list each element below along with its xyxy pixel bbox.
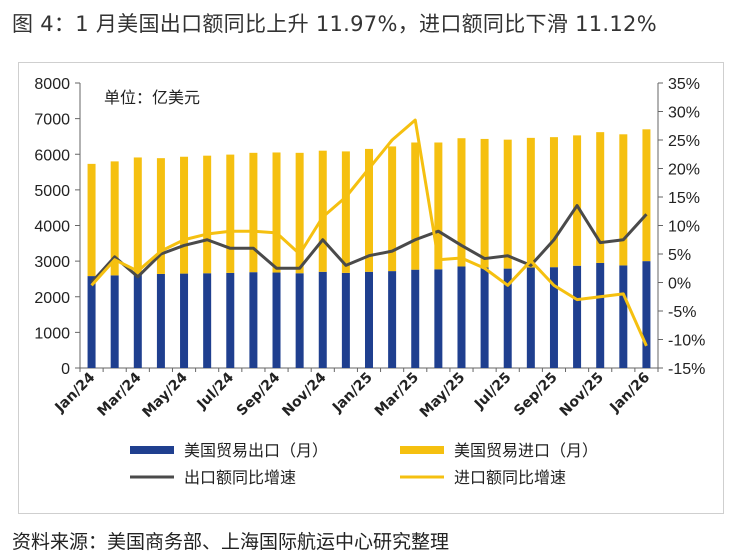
- import-bar: [226, 154, 235, 273]
- import-bar: [318, 150, 327, 272]
- import-bar: [295, 152, 304, 274]
- legend-label: 美国贸易进口（月）: [454, 441, 598, 460]
- left-tick-label: 2000: [34, 290, 70, 307]
- import-bar: [87, 163, 96, 277]
- export-bar: [388, 271, 397, 368]
- x-tick-label: Jan/26: [606, 370, 653, 417]
- legend-label: 进口额同比增速: [454, 468, 566, 487]
- export-bar: [110, 275, 119, 368]
- import-bar: [156, 158, 165, 274]
- x-tick-label: Jul/25: [471, 370, 515, 414]
- right-tick-label: -15%: [668, 361, 705, 378]
- export-bar: [341, 272, 350, 368]
- right-tick-label: 5%: [668, 247, 691, 264]
- export-bar: [203, 273, 212, 368]
- export-bar: [295, 273, 304, 368]
- right-tick-label: 25%: [668, 133, 700, 150]
- import-bar: [341, 151, 350, 273]
- import-bar: [411, 142, 420, 270]
- export-bar: [272, 272, 281, 368]
- import-bar: [526, 137, 535, 268]
- x-tick-label: Mar/25: [372, 370, 422, 420]
- import-bar: [642, 129, 651, 262]
- left-tick-label: 5000: [34, 183, 70, 200]
- right-tick-label: -5%: [668, 304, 696, 321]
- import-bar: [457, 138, 466, 267]
- import-bar: [503, 139, 512, 269]
- export-bar: [434, 269, 443, 368]
- x-tick-label: Jan/25: [329, 370, 376, 417]
- source-note: 资料来源：美国商务部、上海国际航运中心研究整理: [12, 531, 450, 553]
- left-tick-label: 0: [61, 361, 70, 378]
- right-tick-label: -10%: [668, 333, 705, 350]
- export-bar: [642, 261, 651, 368]
- export-bar: [318, 271, 327, 368]
- export-growth-line: [90, 204, 648, 284]
- export-bar: [503, 268, 512, 368]
- right-tick-label: 20%: [668, 162, 700, 179]
- x-tick-label: May/25: [417, 370, 468, 421]
- left-tick-label: 6000: [34, 147, 70, 164]
- import-bar: [180, 156, 189, 274]
- right-tick-label: 30%: [668, 105, 700, 122]
- legend-label: 美国贸易出口（月）: [184, 441, 328, 460]
- x-tick-label: May/24: [139, 369, 191, 421]
- export-bar: [526, 267, 535, 368]
- import-bar: [434, 142, 443, 270]
- left-tick-label: 1000: [34, 325, 70, 342]
- import-bar: [249, 152, 258, 273]
- export-bar: [457, 266, 466, 368]
- x-tick-label: Nov/24: [279, 369, 329, 419]
- export-bar: [226, 272, 235, 368]
- export-bar: [596, 262, 605, 368]
- x-tick-label: Sep/25: [511, 370, 561, 420]
- left-tick-label: 3000: [34, 254, 70, 271]
- unit-label: 单位：亿美元: [104, 88, 200, 107]
- import-bar: [272, 152, 281, 273]
- export-bar: [180, 273, 189, 368]
- legend-swatch: [130, 446, 174, 454]
- import-bar: [596, 132, 605, 263]
- export-bar: [133, 274, 142, 368]
- left-tick-label: 8000: [34, 76, 70, 93]
- export-bar: [573, 265, 582, 368]
- import-bar: [203, 155, 212, 274]
- import-growth-line: [90, 118, 648, 347]
- x-tick-label: Jan/24: [52, 369, 99, 416]
- right-tick-label: 35%: [668, 76, 700, 93]
- x-tick-label: Jul/24: [194, 369, 238, 413]
- import-bar: [110, 161, 119, 276]
- x-tick-label: Nov/25: [557, 370, 607, 420]
- legend-label: 出口额同比增速: [184, 468, 296, 487]
- export-bar: [365, 271, 373, 368]
- figure-title: 图 4：1 月美国出口额同比上升 11.97%，进口额同比下滑 11.12%: [12, 12, 657, 36]
- x-tick-label: Mar/24: [95, 369, 145, 419]
- export-bar: [549, 267, 558, 368]
- export-bar: [480, 267, 489, 368]
- export-bar: [411, 269, 420, 368]
- import-bar: [388, 146, 397, 272]
- right-tick-label: 15%: [668, 190, 700, 207]
- import-bar: [619, 134, 628, 266]
- left-tick-label: 4000: [34, 219, 70, 236]
- export-bar: [87, 276, 96, 368]
- legend-swatch: [400, 446, 444, 454]
- export-bar: [156, 273, 165, 368]
- right-tick-label: 0%: [668, 276, 691, 293]
- import-bar: [133, 157, 142, 275]
- import-bar: [365, 148, 373, 272]
- right-tick-label: 10%: [668, 219, 700, 236]
- export-bar: [249, 272, 258, 368]
- x-tick-label: Sep/24: [234, 369, 284, 419]
- import-bar: [573, 135, 582, 266]
- import-bar: [480, 138, 489, 268]
- import-bar: [549, 137, 558, 268]
- export-bar: [619, 265, 628, 368]
- left-tick-label: 7000: [34, 112, 70, 129]
